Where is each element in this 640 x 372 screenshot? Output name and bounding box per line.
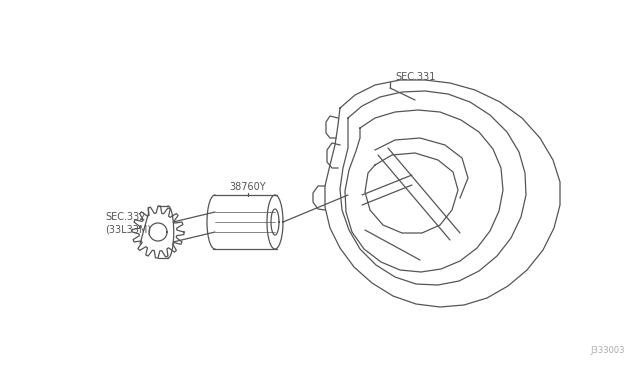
- Text: J333003: J333003: [591, 346, 625, 355]
- Text: 38760Y: 38760Y: [230, 182, 266, 192]
- Text: SEC.331: SEC.331: [395, 72, 435, 82]
- Text: SEC.332
(33L33M): SEC.332 (33L33M): [105, 212, 151, 234]
